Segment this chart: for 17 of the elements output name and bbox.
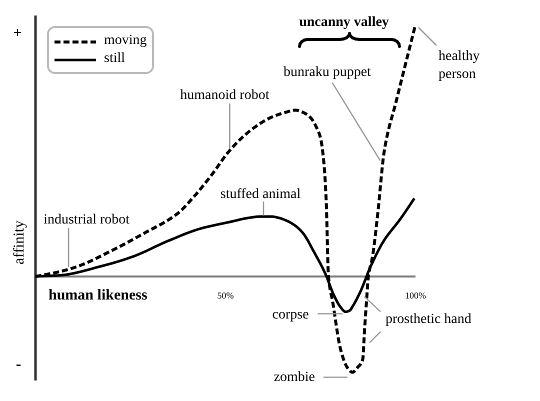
annotation: healthy person	[438, 49, 480, 82]
annotation: uncanny valley	[299, 15, 389, 30]
legend-label: moving	[104, 33, 147, 49]
annotation: prosthetic hand	[385, 312, 472, 328]
annotation: corpse	[272, 307, 309, 322]
annotation: zombie	[274, 370, 316, 385]
x-axis-title: human likeness	[48, 288, 148, 304]
annotation: humanoid robot	[180, 88, 270, 103]
x-tick-label: 50%	[217, 290, 234, 300]
annotation: industrial robot	[44, 212, 130, 228]
annotation: bunraku puppet	[283, 65, 372, 80]
x-tick-label: 100%	[405, 290, 426, 300]
text: +	[13, 26, 22, 42]
text: -	[16, 356, 22, 373]
y-axis-title: affinity	[12, 220, 28, 264]
annotation: stuffed animal	[220, 187, 301, 202]
legend-label: still	[104, 51, 126, 67]
